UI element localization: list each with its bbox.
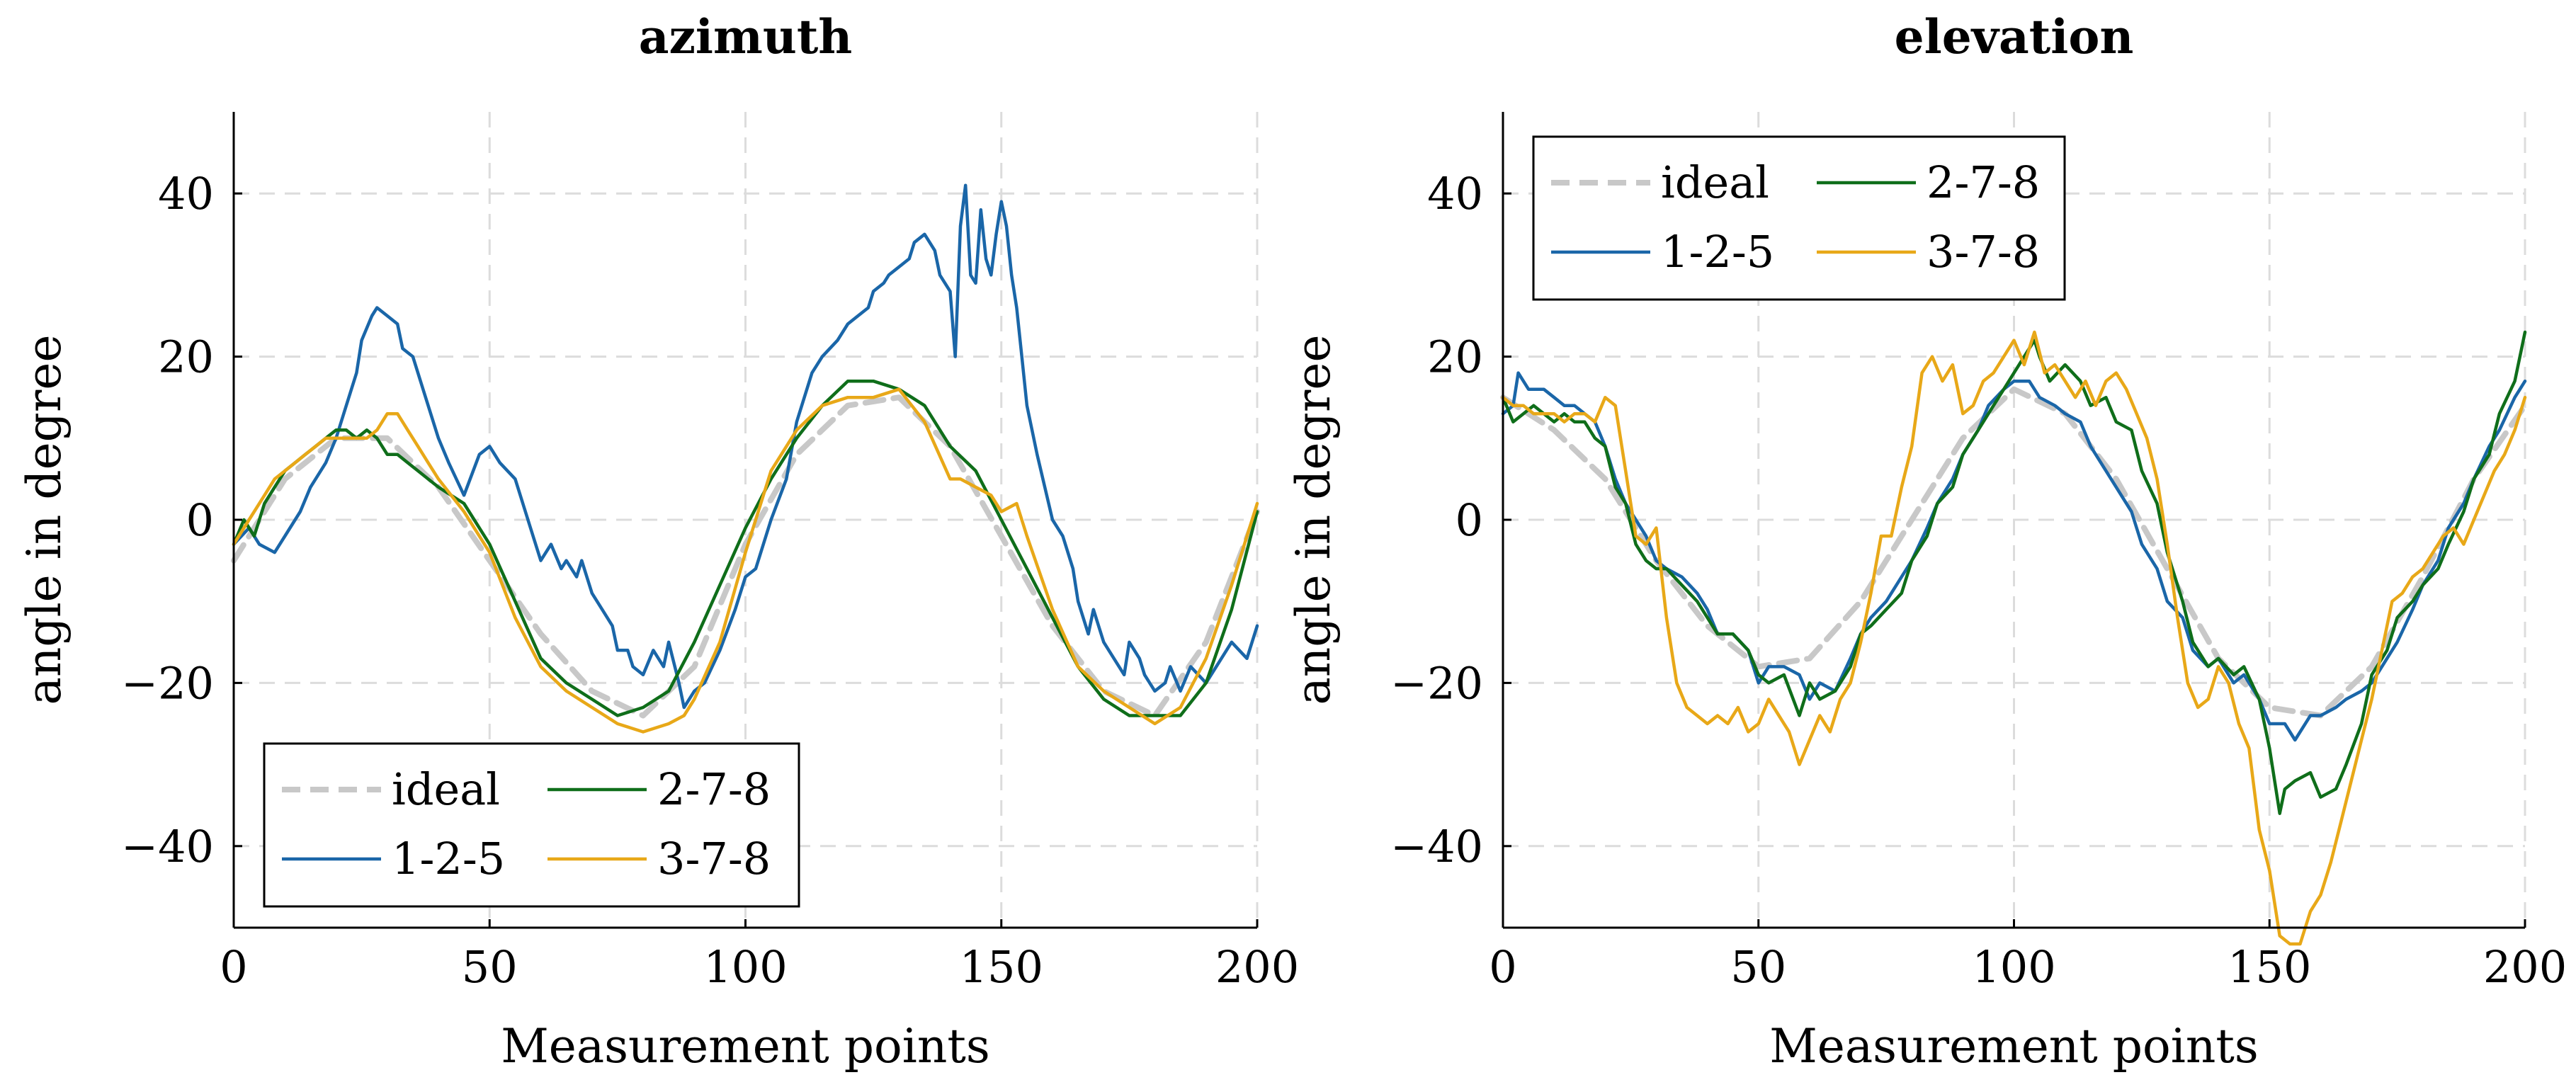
x-axis-label: Measurement points	[1769, 1019, 2259, 1074]
x-tick-label: 200	[2483, 941, 2567, 993]
series-line-2-7-8	[1501, 330, 2527, 815]
x-tick-label: 150	[960, 941, 1043, 993]
x-tick-label: 200	[1215, 941, 1299, 993]
x-tick-label: 150	[2228, 941, 2311, 993]
y-axis-label: angle in degree	[1286, 334, 1341, 705]
legend: ideal 2-7-8 1-2-5 3-7-8	[1532, 135, 2066, 301]
y-tick-label: −20	[1390, 657, 1483, 709]
legend-label-1-2-5: 1-2-5	[1661, 226, 1774, 278]
series-line-3-7-8	[232, 387, 1259, 734]
legend-box	[1532, 135, 2066, 301]
y-tick-label: 40	[158, 168, 214, 220]
y-tick-label: 0	[1456, 494, 1483, 546]
series-line-ideal	[1500, 386, 2528, 719]
chart-title: azimuth	[639, 9, 853, 64]
legend-label-2-7-8: 2-7-8	[1927, 156, 2040, 208]
x-tick-label: 0	[220, 941, 247, 993]
chart-title: elevation	[1895, 9, 2134, 64]
y-tick-label: 20	[1427, 331, 1483, 383]
legend-label-3-7-8: 3-7-8	[1927, 226, 2040, 278]
chart-elevation: 0 50 100 150 200 −40 −20 0 20 40 elevation Measurem…	[1286, 9, 2567, 1074]
x-tick-label: 0	[1489, 941, 1516, 993]
y-tick-label: −40	[121, 821, 214, 872]
series-line-1-2-5	[1501, 371, 2527, 742]
series-line-1-2-5	[232, 183, 1259, 710]
legend-label-3-7-8: 3-7-8	[657, 833, 771, 884]
x-tick-label: 50	[462, 941, 518, 993]
legend-label-2-7-8: 2-7-8	[657, 763, 771, 815]
y-tick-label: 0	[186, 494, 214, 546]
legend-label-1-2-5: 1-2-5	[392, 833, 505, 884]
series-line-ideal	[231, 394, 1260, 719]
y-tick-label: −20	[121, 657, 214, 709]
y-tick-label: 20	[158, 331, 214, 383]
y-tick-label: −40	[1390, 821, 1483, 872]
x-tick-label: 100	[703, 941, 787, 993]
y-tick-label: 40	[1427, 168, 1483, 220]
x-tick-label: 100	[1972, 941, 2055, 993]
legend: ideal 2-7-8 1-2-5 3-7-8	[263, 742, 800, 908]
y-axis-label: angle in degree	[17, 334, 72, 705]
chart-azimuth: 0 50 100 150 200 −40 −20 0 20 40 azimuth Measuremen…	[17, 9, 1299, 1074]
legend-box	[263, 742, 800, 908]
legend-label-ideal: ideal	[392, 763, 500, 815]
legend-label-ideal: ideal	[1661, 156, 1769, 208]
series-line-3-7-8	[1501, 330, 2527, 946]
x-tick-label: 50	[1730, 941, 1786, 993]
x-axis-label: Measurement points	[501, 1019, 990, 1074]
